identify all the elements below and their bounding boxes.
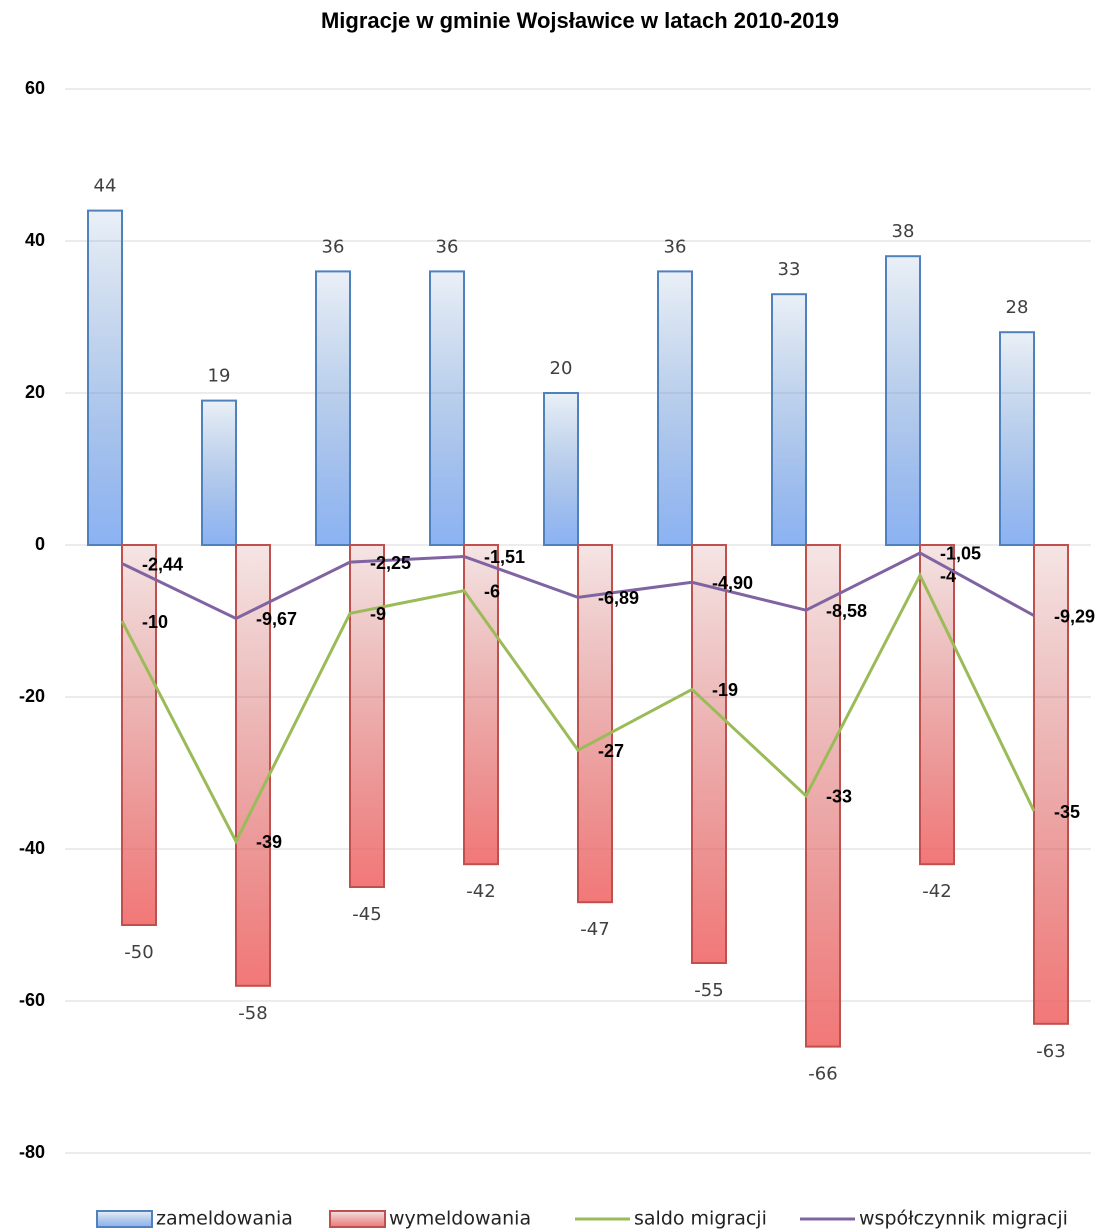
data-label: -2,44: [142, 554, 183, 574]
bar: [577, 544, 613, 904]
legend-label: wymeldowania: [389, 1208, 531, 1230]
data-label: -42: [466, 881, 495, 902]
data-label: 19: [208, 366, 231, 387]
legend-swatch: [329, 1210, 386, 1228]
data-label: -8,58: [826, 601, 867, 621]
bar: [919, 544, 955, 866]
data-label: -42: [922, 881, 951, 902]
data-label: 36: [436, 236, 459, 257]
data-label: 20: [550, 358, 573, 379]
y-tick-label: -80: [19, 1142, 45, 1162]
bar: [121, 544, 157, 926]
bar: [235, 544, 271, 987]
y-tick-label: 0: [35, 534, 45, 554]
data-label: -10: [142, 612, 168, 632]
y-tick-label: -60: [19, 990, 45, 1010]
data-label: -9: [370, 604, 386, 624]
bar: [999, 331, 1035, 547]
bar: [657, 270, 693, 546]
data-label: -2,25: [370, 553, 411, 573]
bar: [771, 293, 807, 547]
legend-label: współczynnik migracji: [859, 1208, 1068, 1230]
chart-title: Migracje w gminie Wojsławice w latach 20…: [321, 8, 839, 33]
data-label: -58: [238, 1003, 267, 1024]
data-label: -45: [352, 904, 381, 925]
y-tick-label: 60: [25, 78, 45, 98]
data-label: -50: [124, 942, 153, 963]
bar: [201, 399, 237, 546]
data-label: -33: [826, 787, 852, 807]
data-label: -35: [1054, 802, 1080, 822]
data-label: -27: [598, 741, 624, 761]
line: [121, 551, 1035, 621]
data-label: 38: [892, 221, 915, 242]
bar: [543, 392, 579, 546]
data-label: -66: [808, 1064, 837, 1085]
bar: [1033, 544, 1069, 1025]
bar: [349, 544, 385, 888]
data-label: -63: [1036, 1041, 1065, 1062]
data-label: -4,90: [712, 573, 753, 593]
data-label: -6,89: [598, 588, 639, 608]
bar: [315, 270, 351, 546]
data-label: 28: [1006, 297, 1029, 318]
data-label: -9,67: [256, 609, 297, 629]
bar: [885, 255, 921, 546]
bar: [691, 544, 727, 964]
data-label: 33: [778, 259, 801, 280]
y-tick-label: 40: [25, 230, 45, 250]
data-label: -6: [484, 581, 500, 601]
legend-label: saldo migracji: [634, 1208, 767, 1230]
y-tick-label: -20: [19, 686, 45, 706]
data-label: -9,29: [1054, 606, 1095, 626]
legend-swatch: [96, 1210, 153, 1228]
data-label: 36: [322, 236, 345, 257]
data-label: 36: [664, 236, 687, 257]
bar: [429, 270, 465, 546]
data-label: -1,05: [940, 544, 981, 564]
y-tick-label: -40: [19, 838, 45, 858]
line: [120, 572, 1036, 845]
data-label: -1,51: [484, 547, 525, 567]
data-label: -39: [256, 832, 282, 852]
data-label: 44: [94, 176, 117, 197]
data-label: -47: [580, 919, 609, 940]
bar: [805, 544, 841, 1048]
bar: [87, 209, 123, 546]
data-label: -19: [712, 680, 738, 700]
data-label: -55: [694, 980, 723, 1001]
legend-label: zameldowania: [156, 1208, 293, 1230]
y-tick-label: 20: [25, 382, 45, 402]
